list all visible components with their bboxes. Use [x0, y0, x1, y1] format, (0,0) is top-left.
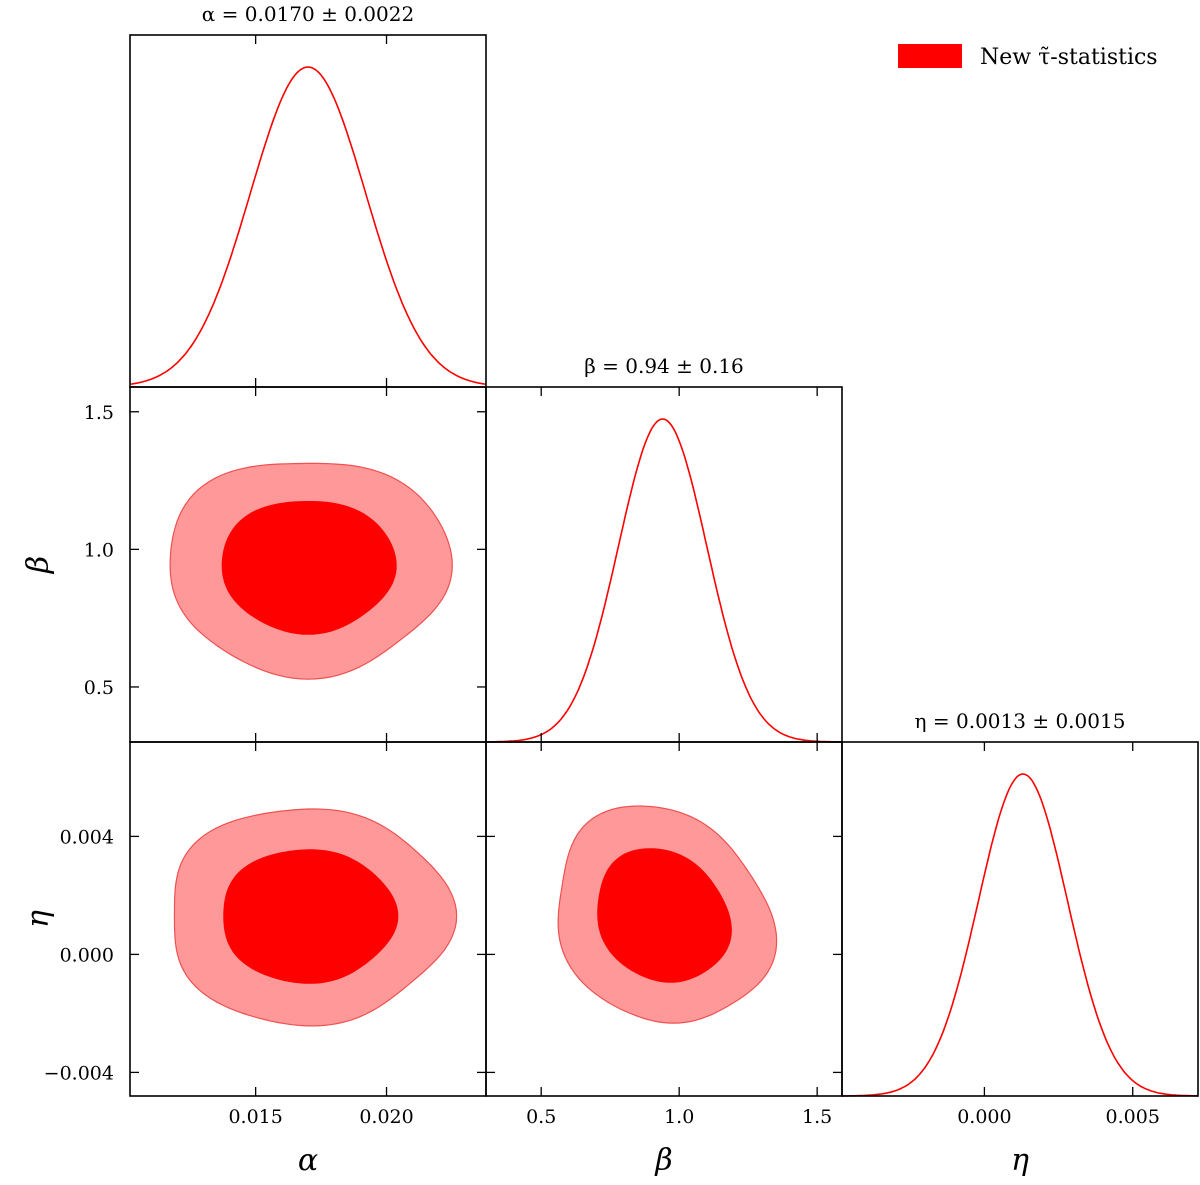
marginal-curve-eta [842, 773, 1199, 1097]
panel-frame-2-2 [841, 741, 1199, 1097]
marginal-curve-alpha [129, 66, 487, 386]
legend-swatch [898, 44, 962, 68]
y-axis-label-beta: β [21, 556, 56, 574]
y-tick-label-eta-3: 0.004 [60, 826, 114, 848]
x-tick-label-beta-2: 1.0 [664, 1106, 694, 1128]
y-tick-label-beta-2: 1.0 [84, 539, 114, 561]
y-tick-label-eta-2: 0.000 [60, 944, 114, 966]
x-tick-label-beta-1: 0.5 [526, 1106, 556, 1128]
x-axis-label-beta: β [654, 1143, 672, 1178]
panel-title-eta: η = 0.0013 ± 0.0015 [915, 709, 1126, 733]
marginal-curve-beta [486, 418, 842, 743]
y-axis-label-eta: η [21, 910, 56, 928]
contour-68-alpha-beta [221, 501, 397, 635]
x-tick-label-alpha-2: 0.020 [359, 1106, 413, 1128]
panel-frame-layer [129, 34, 1199, 1097]
y-tick-label-eta-1: −0.004 [44, 1062, 114, 1084]
legend-label: New τ̃-statistics [980, 45, 1158, 70]
contour-68-beta-eta [597, 848, 732, 983]
x-tick-label-eta-1: 0.000 [957, 1106, 1011, 1128]
panel-title-alpha: α = 0.0170 ± 0.0022 [202, 2, 414, 26]
x-tick-label-beta-3: 1.5 [802, 1106, 832, 1128]
panel-title-beta: β = 0.94 ± 0.16 [584, 354, 744, 378]
y-tick-label-beta-3: 1.5 [84, 402, 114, 424]
panel-frame-0-0 [129, 34, 487, 388]
panel-frame-1-1 [485, 386, 843, 743]
x-tick-label-eta-2: 0.005 [1106, 1106, 1160, 1128]
x-axis-label-eta: η [1011, 1143, 1029, 1178]
x-axis-label-alpha: α [298, 1143, 318, 1178]
legend: New τ̃-statistics [898, 44, 1158, 70]
marginal-curve-layer [129, 66, 1199, 1097]
y-tick-label-beta-1: 0.5 [84, 677, 114, 699]
contour-layer [169, 462, 778, 1027]
x-tick-label-alpha-1: 0.015 [228, 1106, 282, 1128]
tick-layer [130, 35, 1134, 1096]
contour-68-alpha-eta [223, 849, 399, 984]
